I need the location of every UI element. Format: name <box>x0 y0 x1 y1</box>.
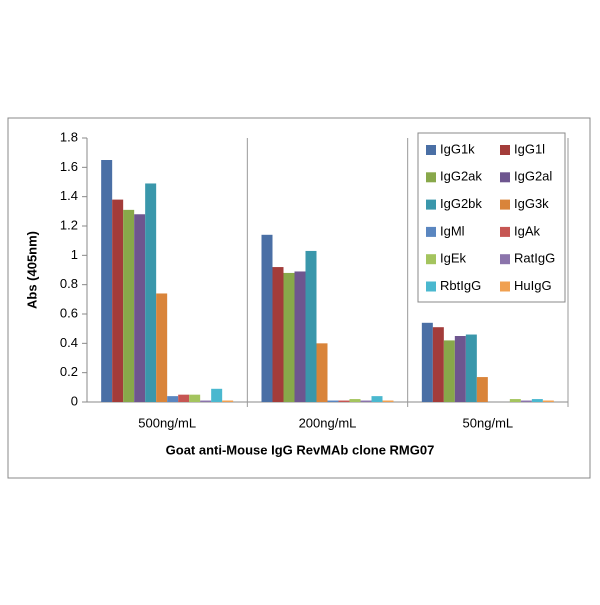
legend-label: HuIgG <box>514 278 552 293</box>
legend-swatch <box>500 145 510 155</box>
bar <box>261 234 273 402</box>
bar <box>520 400 532 402</box>
bar <box>178 394 190 402</box>
bar <box>349 399 361 402</box>
x-axis-title: Goat anti-Mouse IgG RevMAb clone RMG07 <box>166 442 435 457</box>
bar <box>112 199 124 402</box>
bar <box>454 336 466 402</box>
legend-swatch <box>500 199 510 210</box>
bar <box>272 267 284 402</box>
y-tick-label: 0.8 <box>60 276 78 291</box>
bar <box>101 160 113 402</box>
legend-label: IgG3k <box>514 196 549 211</box>
bar <box>432 327 444 402</box>
bar <box>305 250 317 402</box>
legend-swatch <box>426 145 436 155</box>
y-tick-label: 1.4 <box>60 188 78 203</box>
bar <box>421 322 433 402</box>
bar <box>211 388 223 402</box>
y-tick-label: 1.8 <box>60 129 78 144</box>
legend-swatch <box>426 199 436 210</box>
bar <box>156 293 168 402</box>
bar <box>283 272 295 402</box>
y-tick-label: 0 <box>71 393 78 408</box>
legend-label: IgMl <box>440 223 465 238</box>
bar <box>316 343 328 402</box>
legend-box <box>417 132 566 303</box>
legend-swatch <box>426 254 436 265</box>
bar <box>476 377 488 402</box>
legend-label: IgG2ak <box>440 169 482 184</box>
legend-label: IgG2al <box>514 169 552 184</box>
legend-swatch <box>426 226 436 237</box>
bar <box>167 396 179 402</box>
legend-label: IgG1l <box>514 141 545 156</box>
bar <box>222 400 234 402</box>
y-tick-label: 0.4 <box>60 335 78 350</box>
bar <box>542 400 554 402</box>
bar <box>509 399 521 402</box>
bar <box>382 400 394 402</box>
legend-label: RbtIgG <box>440 278 481 293</box>
bar <box>134 214 146 402</box>
y-axis-title: Abs (405nm) <box>24 231 39 309</box>
bar <box>200 400 212 402</box>
legend-label: RatIgG <box>514 251 555 266</box>
bar <box>327 400 339 402</box>
legend-swatch <box>500 254 510 265</box>
bar <box>465 334 477 402</box>
legend-swatch <box>500 226 510 237</box>
legend-label: IgEk <box>440 251 467 266</box>
y-tick-label: 1.2 <box>60 217 78 232</box>
bar <box>145 183 157 402</box>
bar <box>338 400 350 402</box>
y-tick-label: 0.2 <box>60 364 78 379</box>
bar <box>123 209 135 402</box>
legend-label: IgG2bk <box>440 196 482 211</box>
legend-label: IgAk <box>514 223 541 238</box>
legend-swatch <box>426 281 436 292</box>
y-tick-label: 1.6 <box>60 159 78 174</box>
y-tick-label: 0.6 <box>60 305 78 320</box>
bar <box>443 340 455 402</box>
x-tick-label: 50ng/mL <box>463 415 514 430</box>
bar <box>189 394 201 402</box>
y-tick-label: 1 <box>71 247 78 262</box>
bar <box>294 271 306 402</box>
legend-swatch <box>426 172 436 183</box>
legend-swatch <box>500 281 510 292</box>
legend-swatch <box>500 172 510 183</box>
bar <box>371 396 383 402</box>
bar <box>531 399 543 402</box>
bar <box>360 400 372 402</box>
x-tick-label: 200ng/mL <box>299 415 357 430</box>
x-tick-label: 500ng/mL <box>138 415 196 430</box>
legend-label: IgG1k <box>440 141 475 156</box>
